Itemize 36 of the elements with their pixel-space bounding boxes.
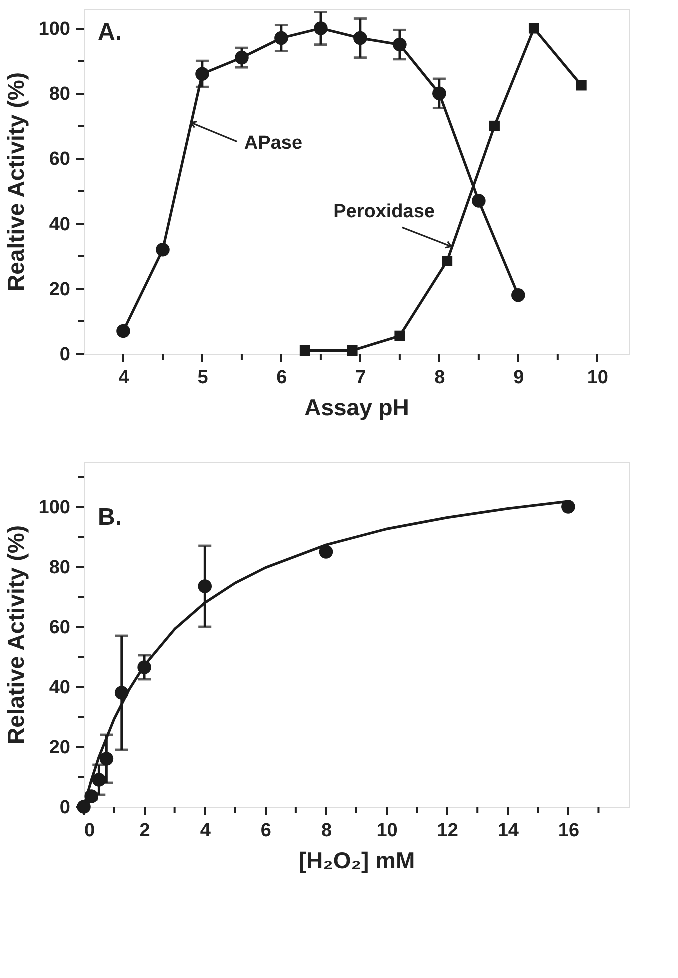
- y-tick-label: 80: [49, 84, 70, 106]
- x-axis-title: Assay pH: [304, 394, 410, 420]
- x-tick-label: 12: [437, 820, 458, 842]
- y-tick-label: 40: [49, 678, 70, 698]
- y-tick-label: 60: [49, 618, 70, 638]
- x-tick-label: 8: [321, 820, 332, 842]
- x-tick-label: 9: [514, 368, 524, 388]
- annotation: Peroxidase: [334, 202, 435, 223]
- x-tick-label: 6: [260, 820, 272, 842]
- x-tick-label: 10: [376, 820, 398, 842]
- x-tick-label: 6: [276, 368, 288, 388]
- y-axis-title: Realtive Activity (%): [2, 72, 29, 292]
- x-tick-label: 10: [587, 368, 608, 388]
- x-tick-label: 4: [200, 820, 212, 842]
- x-tick-label: 4: [118, 368, 130, 388]
- x-tick-label: 0: [84, 820, 96, 842]
- y-tick-label: 60: [49, 149, 70, 170]
- annotation: B.: [98, 504, 122, 531]
- annotation: APase: [244, 132, 303, 154]
- y-axis-title: Relative Activity (%): [2, 526, 29, 744]
- x-axis-title: [H₂O₂] mM: [298, 848, 416, 874]
- annotation: A.: [98, 19, 122, 46]
- y-tick-label: 100: [38, 498, 70, 518]
- x-tick-label: 2: [140, 820, 150, 842]
- x-tick-label: 16: [558, 820, 580, 842]
- y-tick-label: 80: [49, 558, 70, 578]
- y-tick-label: 20: [49, 738, 70, 758]
- x-tick-label: 5: [198, 368, 209, 388]
- x-tick-label: 8: [434, 368, 446, 388]
- y-tick-label: 0: [60, 798, 70, 818]
- y-tick-label: 0: [60, 344, 70, 366]
- x-tick-label: 14: [498, 820, 520, 842]
- y-tick-label: 40: [49, 214, 70, 236]
- y-tick-label: 20: [49, 279, 70, 300]
- y-tick-label: 100: [38, 19, 70, 40]
- x-tick-label: 7: [356, 368, 366, 388]
